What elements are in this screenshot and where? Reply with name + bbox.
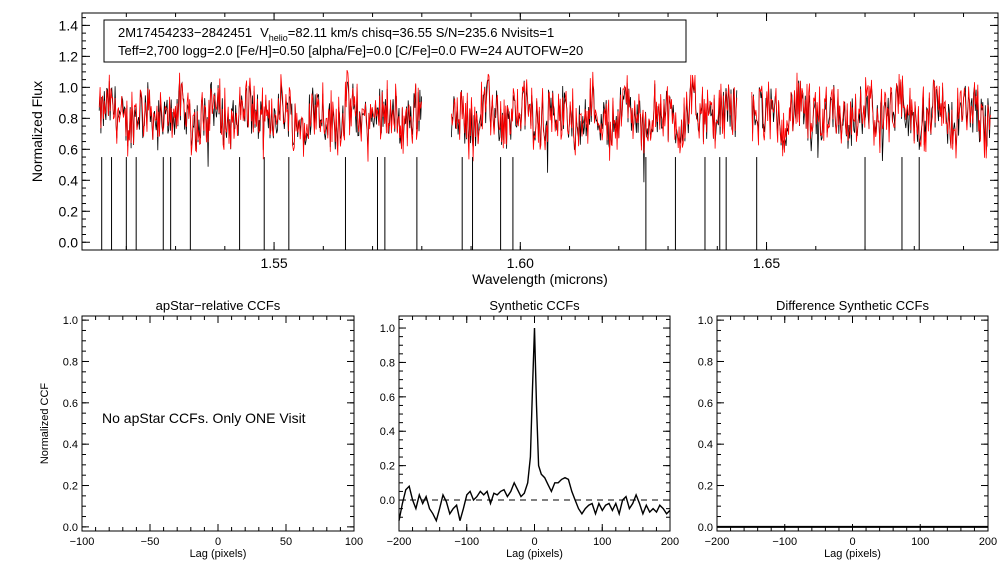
x-tick-label: 1.65 — [753, 255, 780, 271]
synthetic-ccf-panel: −200 −100 0 100 200 0.0 0.2 0.4 0.6 0.8 1.0 Lag (pi… — [380, 298, 679, 560]
x-tick-label: 1.55 — [260, 255, 287, 271]
x-tick-label: 50 — [280, 536, 292, 548]
x-axis-label: Lag (pixels) — [506, 548, 563, 560]
panel-title: apStar−relative CCFs — [156, 298, 281, 313]
y-tick-label: 0.8 — [59, 110, 79, 126]
plot-frame — [81, 12, 999, 251]
y-tick-label: 1.0 — [380, 323, 395, 335]
y-tick-label: 0.0 — [698, 522, 713, 534]
x-tick-label: 200 — [979, 536, 997, 548]
y-tick-label: 0.6 — [63, 398, 78, 410]
y-tick-label: 0.0 — [380, 495, 395, 507]
x-axis-label: Wavelength (microns) — [472, 271, 608, 287]
synthetic-ccf-line — [398, 327, 671, 523]
y-tick-label: 0.2 — [698, 480, 713, 492]
x-tick-label: −100 — [772, 536, 797, 548]
info-box: 2M17454233−2842451 Vhelio=82.11 km/s chis… — [103, 19, 687, 63]
panel-title: Synthetic CCFs — [489, 298, 580, 313]
y-tick-label: 0.2 — [380, 461, 395, 473]
x-tick-label: 200 — [661, 536, 679, 548]
y-tick-label: 0.8 — [63, 356, 78, 368]
y-tick-label: 0.0 — [63, 522, 78, 534]
y-tick-label: 0.8 — [698, 356, 713, 368]
synthetic-spectrum-line — [98, 69, 422, 162]
y-tick-label: 1.0 — [59, 79, 79, 95]
x-tick-label: 0 — [849, 536, 855, 548]
plot-frame — [716, 315, 989, 532]
y-tick-label: 1.0 — [698, 315, 713, 327]
x-tick-label: 0 — [215, 536, 221, 548]
difference-ccf-panel: −200 −100 0 100 200 0.0 0.2 0.4 0.6 0.8 1.0 Lag (pi… — [698, 298, 997, 560]
y-tick-label: 1.0 — [63, 315, 78, 327]
y-axis-label: Normalized Flux — [29, 81, 45, 182]
x-tick-label: 0 — [531, 536, 537, 548]
y-tick-label: 0.6 — [380, 392, 395, 404]
x-tick-label: −100 — [454, 536, 479, 548]
y-tick-label: 1.4 — [59, 17, 79, 33]
info-line-2: Teff=2,700 logg=2.0 [Fe/H]=0.50 [alpha/F… — [118, 43, 583, 58]
y-tick-label: 0.0 — [59, 234, 79, 250]
star-id: 2M17454233−2842451 — [118, 25, 252, 40]
x-tick-label: −200 — [705, 536, 730, 548]
x-tick-label: 100 — [345, 536, 363, 548]
spectrum-series-group — [98, 69, 991, 250]
panel-title: Difference Synthetic CCFs — [776, 298, 929, 313]
vhelio-value: =82.11 km/s chisq=36.55 S/N=235.6 Nvisit… — [288, 25, 554, 40]
y-tick-label: 1.2 — [59, 48, 79, 64]
y-tick-label: 0.2 — [59, 203, 79, 219]
x-tick-label: 1.60 — [507, 255, 534, 271]
y-tick-label: 0.6 — [59, 141, 79, 157]
y-tick-label: 0.8 — [380, 357, 395, 369]
spectrum-panel: 1.55 1.60 1.65 0.0 0.2 0.4 0.6 0.8 1.0 1.2 1.4 Wave… — [29, 12, 999, 287]
synthetic-spectrum-line — [451, 71, 738, 162]
x-tick-label: −50 — [141, 536, 160, 548]
apstar-ccf-panel: −100 −50 0 50 100 0.0 0.2 0.4 0.6 0.8 1.0 Lag (pixe… — [39, 298, 363, 560]
y-tick-label: 0.4 — [63, 439, 78, 451]
x-tick-label: 100 — [911, 536, 929, 548]
y-tick-label: 0.4 — [380, 426, 395, 438]
y-tick-label: 0.4 — [698, 439, 713, 451]
x-tick-label: −200 — [387, 536, 412, 548]
synthetic-spectrum-line — [751, 72, 991, 159]
x-tick-label: 100 — [593, 536, 611, 548]
info-line-1: 2M17454233−2842451 Vhelio=82.11 km/s chis… — [118, 25, 554, 43]
x-axis-label: Lag (pixels) — [824, 548, 881, 560]
vhelio-subscript: helio — [269, 33, 288, 43]
vhelio-symbol: V — [260, 25, 269, 40]
y-tick-label: 0.4 — [59, 172, 79, 188]
x-tick-label: −100 — [70, 536, 95, 548]
y-tick-label: 0.2 — [63, 480, 78, 492]
x-axis-label: Lag (pixels) — [190, 548, 247, 560]
y-tick-label: 0.6 — [698, 398, 713, 410]
y-axis-label: Normalized CCF — [39, 383, 51, 465]
no-ccf-message: No apStar CCFs. Only ONE Visit — [102, 410, 306, 426]
info-box-frame — [103, 19, 687, 63]
